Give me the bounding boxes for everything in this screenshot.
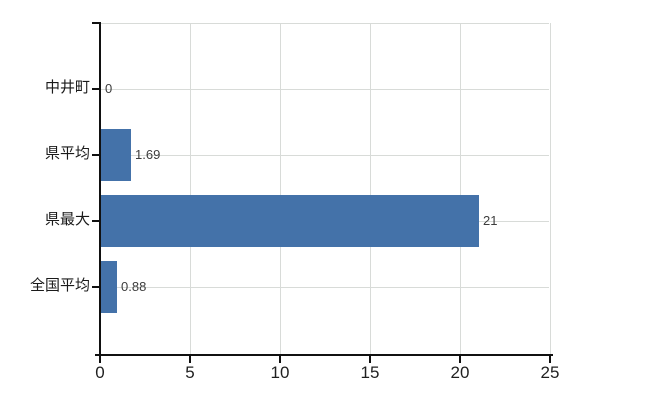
- v-gridline: [550, 23, 551, 354]
- v-gridline: [460, 23, 461, 354]
- x-tick: [459, 356, 461, 363]
- plot-area: 0 1.69 21 0.88: [100, 23, 551, 354]
- y-tick: [92, 154, 99, 156]
- x-tick: [369, 356, 371, 363]
- bar: [101, 261, 117, 313]
- x-tick: [99, 356, 101, 363]
- v-gridline: [280, 23, 281, 354]
- x-axis-line: [95, 354, 553, 356]
- x-tick-label: 20: [450, 363, 470, 382]
- x-tick-label: 25: [540, 363, 560, 382]
- x-tick-label: 0: [95, 363, 105, 382]
- x-tick: [549, 356, 551, 363]
- h-gridline: [100, 89, 549, 90]
- value-label: 0.88: [121, 279, 147, 294]
- x-tick: [189, 356, 191, 363]
- value-label: 21: [483, 213, 498, 228]
- x-tick-label: 5: [185, 363, 195, 382]
- v-gridline: [190, 23, 191, 354]
- value-label: 0: [105, 81, 113, 96]
- value-label: 1.69: [135, 147, 161, 162]
- y-tick: [92, 22, 99, 24]
- x-tick-label: 15: [360, 363, 380, 382]
- h-gridline: [100, 287, 549, 288]
- category-label: 県最大: [44, 211, 90, 228]
- y-axis-line: [99, 22, 101, 355]
- category-label: 県平均: [44, 145, 90, 162]
- x-tick: [279, 356, 281, 363]
- bar: [101, 195, 479, 247]
- y-tick: [92, 286, 99, 288]
- y-tick: [92, 88, 99, 90]
- y-tick: [92, 220, 99, 222]
- h-gridline: [100, 155, 549, 156]
- h-gridline: [100, 23, 549, 24]
- x-tick-label: 10: [270, 363, 290, 382]
- bar: [101, 129, 131, 181]
- category-label: 全国平均: [29, 277, 90, 294]
- v-gridline: [370, 23, 371, 354]
- category-label: 中井町: [44, 79, 90, 96]
